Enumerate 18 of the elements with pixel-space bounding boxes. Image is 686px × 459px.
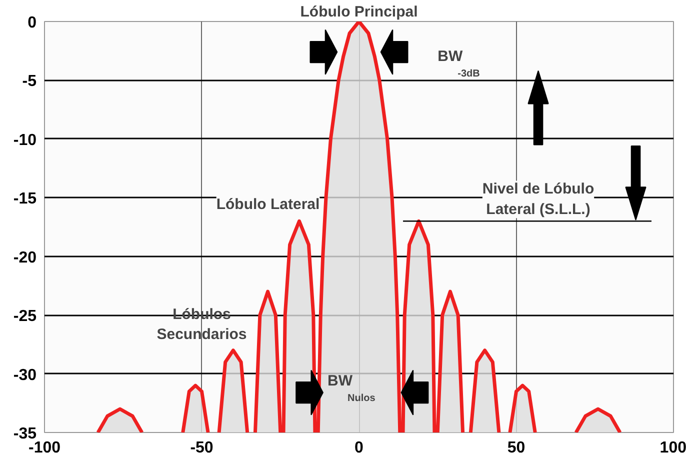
y-tick-label: -20 [13, 249, 37, 266]
y-tick-label: -35 [13, 426, 37, 442]
y-tick-label: -10 [13, 132, 37, 149]
x-tick-label: -100 [28, 440, 61, 456]
annotation: BWNulos [328, 372, 376, 404]
annotation: Lóbulo Lateral [216, 196, 320, 214]
chart-title: Lóbulo Principal [300, 4, 418, 20]
annotation: BW-3dB [438, 48, 480, 80]
y-tick-label: -30 [13, 366, 37, 384]
y-tick-label: -15 [13, 190, 37, 208]
y-tick-label: -25 [13, 308, 37, 326]
x-tick-label: 100 [660, 440, 686, 456]
x-tick-label: 0 [354, 440, 364, 456]
x-tick-label: 50 [507, 440, 526, 456]
y-tick-label: -5 [22, 73, 37, 90]
ref-line-label: Nivel de Lóbulo Lateral (S.L.L.) [482, 180, 594, 218]
x-tick-label: -50 [190, 440, 214, 456]
y-tick-label: 0 [28, 14, 37, 32]
